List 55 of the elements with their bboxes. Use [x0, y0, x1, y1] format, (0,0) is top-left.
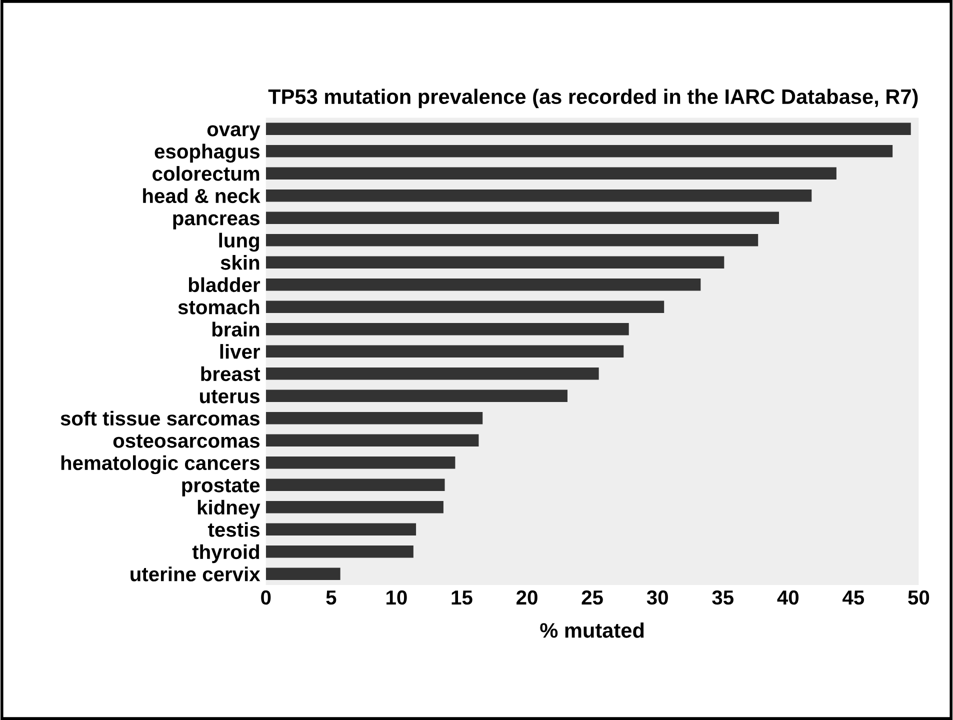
bar	[266, 234, 758, 246]
bar	[266, 256, 724, 268]
y-tick-label: testis	[208, 522, 260, 537]
bar	[266, 122, 911, 135]
y-tick-label: osteosarcomas	[113, 434, 260, 448]
y-tick-label: kidney	[198, 500, 260, 519]
y-tick-label: uterus	[200, 390, 260, 404]
bar	[266, 390, 568, 402]
x-tick-label: 30	[646, 590, 668, 605]
x-tick-label: 15	[452, 590, 472, 605]
x-tick-label: 45	[842, 590, 864, 605]
bar	[266, 322, 629, 336]
bar	[266, 546, 414, 558]
y-tick-label: ovary	[207, 125, 260, 140]
y-tick-label: thyroid	[192, 544, 260, 564]
y-tick-label: bladder	[188, 277, 260, 292]
x-tick-label: 35	[712, 590, 734, 605]
x-tick-label: 10	[386, 590, 407, 605]
y-tick-label: skin	[220, 255, 260, 270]
bar	[266, 367, 599, 380]
bar	[266, 167, 836, 180]
x-tick-label: 0	[261, 590, 271, 605]
bar	[266, 345, 624, 358]
y-tick-label: uterine cervix	[130, 566, 260, 582]
bar	[266, 501, 444, 514]
y-tick-label: prostate	[182, 479, 260, 496]
y-tick-label: liver	[220, 344, 260, 359]
bar	[266, 434, 479, 446]
x-tick-label: 20	[516, 590, 538, 605]
bar	[266, 456, 456, 469]
y-tick-label: head & neck	[143, 188, 260, 204]
bar	[266, 212, 779, 224]
y-tick-label: hematologic cancers	[61, 455, 260, 474]
bar	[266, 412, 483, 424]
bar	[266, 300, 664, 313]
bar	[266, 568, 340, 580]
bar	[266, 478, 445, 491]
x-tick-label: 25	[582, 590, 603, 605]
x-tick-label: 5	[326, 590, 336, 605]
y-tick-label: esophagus	[154, 144, 260, 163]
bar	[266, 523, 416, 536]
bar	[266, 189, 812, 202]
x-tick-label: 50	[908, 590, 930, 605]
bar	[266, 278, 701, 291]
y-tick-label: soft tissue sarcomas	[60, 410, 260, 426]
x-axis-title: % mutated	[540, 622, 644, 638]
x-tick-label: 40	[777, 590, 799, 605]
y-tick-label: pancreas	[173, 214, 260, 230]
y-tick-label: colorectum	[152, 166, 260, 181]
y-tick-label: lung	[219, 232, 259, 252]
y-tick-label: stomach	[178, 300, 260, 314]
chart-title: TP53 mutation prevalence (as recorded in the IARC Database, R7)	[268, 88, 918, 108]
bar	[266, 144, 893, 158]
y-tick-label: breast	[201, 366, 260, 382]
y-tick-label: brain	[212, 322, 260, 337]
